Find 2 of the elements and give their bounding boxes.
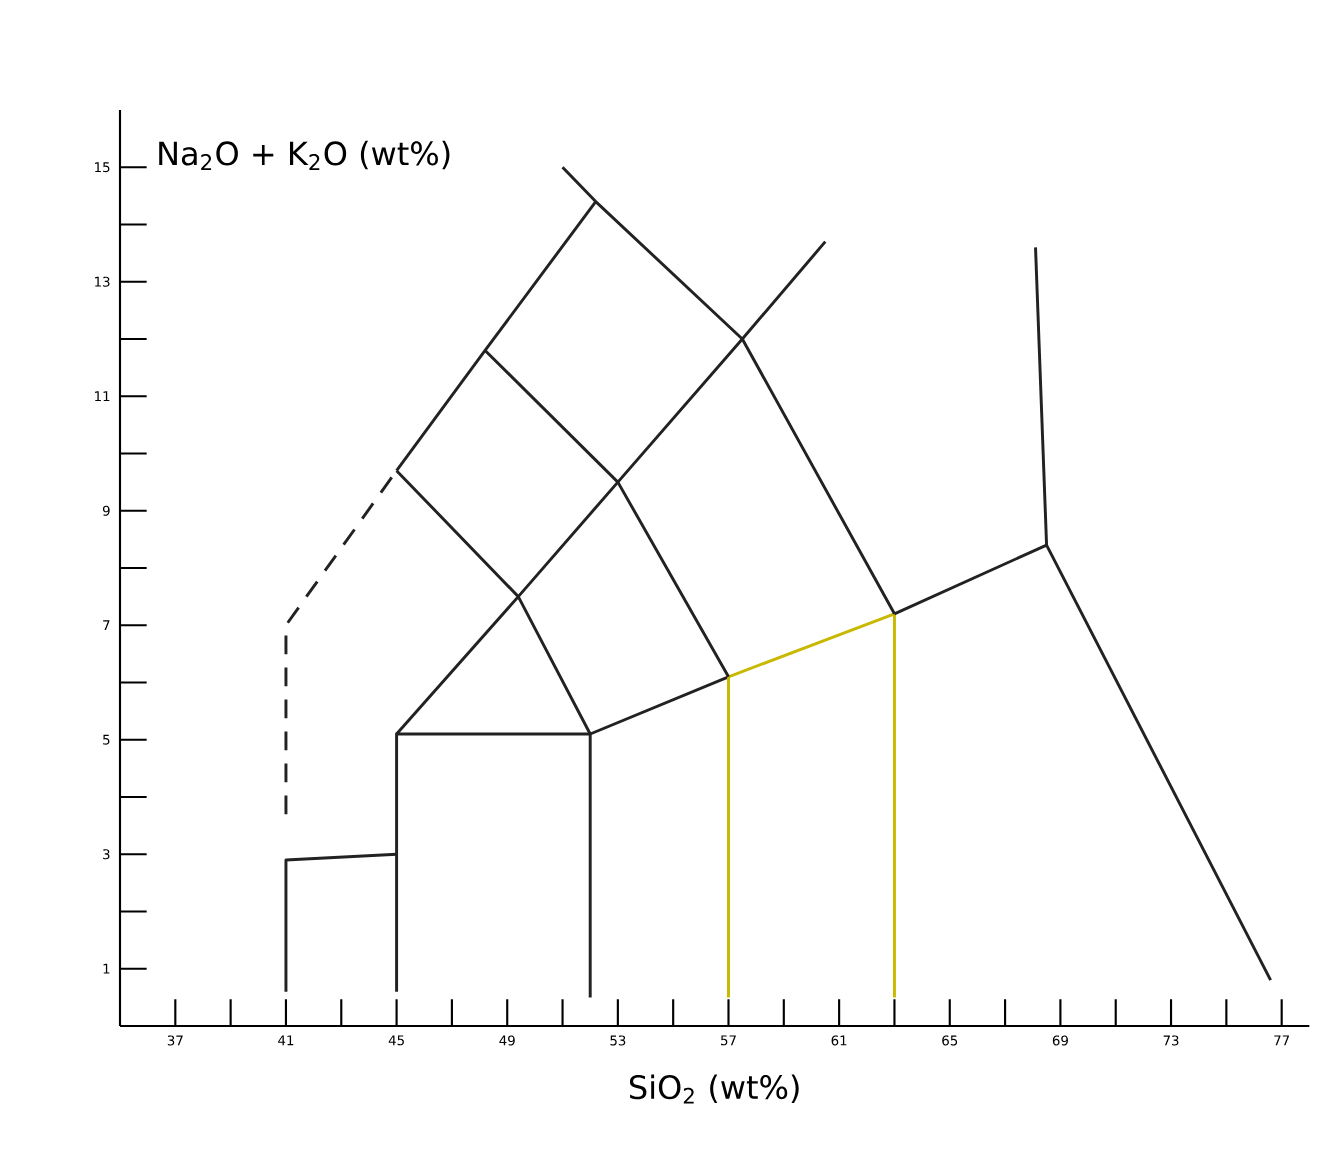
y-axis-title: Na$_{2}$O + K$_{2}$O (wt%) — [159, 140, 450, 170]
x-axis-title: SiO$_{2}$ (wt%) — [629, 1074, 799, 1104]
